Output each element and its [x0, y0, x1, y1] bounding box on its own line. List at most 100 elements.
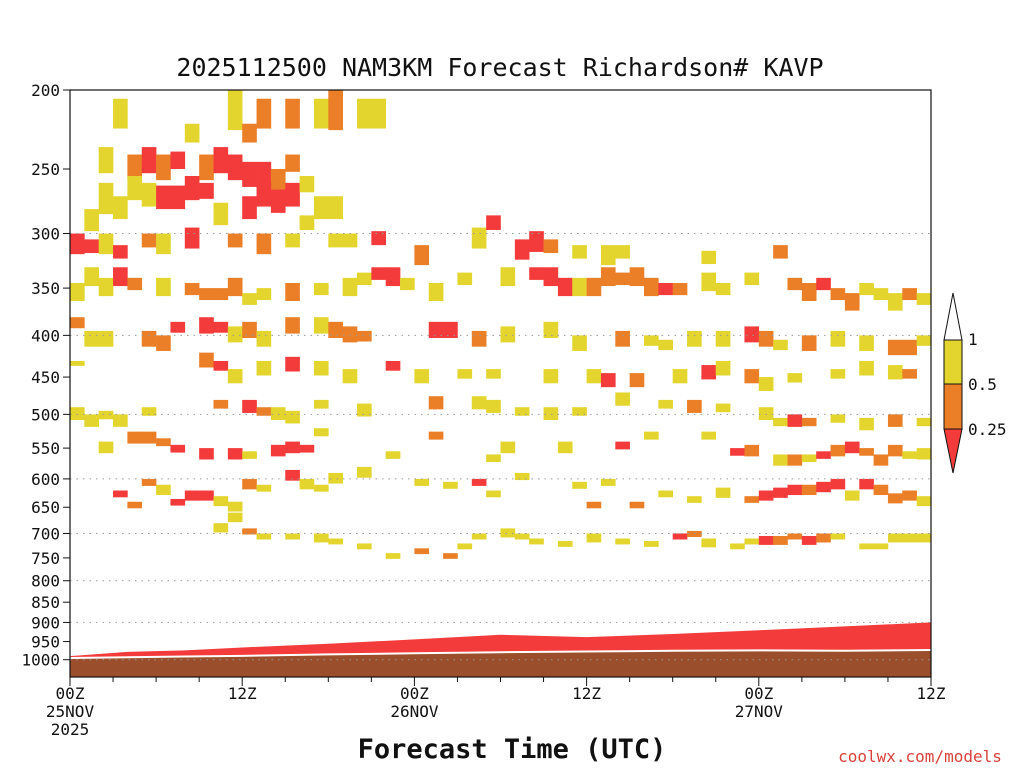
ri-cell	[342, 369, 358, 384]
ri-cell	[184, 283, 200, 296]
ri-cell	[543, 407, 559, 420]
ri-cell	[242, 528, 257, 535]
ri-cell	[758, 535, 774, 545]
ri-cell	[859, 543, 874, 550]
y-tick-label: 200	[31, 81, 60, 100]
ri-cell	[414, 369, 430, 384]
ri-cell	[471, 330, 487, 347]
ri-cell	[242, 196, 257, 220]
ri-cell	[801, 417, 817, 427]
ri-cell	[687, 330, 702, 347]
ri-cell	[758, 330, 774, 347]
ri-cell	[342, 233, 358, 248]
ri-cell	[270, 168, 286, 194]
ri-cell	[572, 481, 587, 489]
ri-cell	[141, 147, 157, 174]
ri-cell	[227, 233, 243, 248]
ri-cell	[328, 196, 343, 220]
ri-cell	[586, 369, 602, 384]
ri-cell	[84, 414, 99, 427]
credit-link[interactable]: coolwx.com/models	[838, 747, 1002, 766]
ri-cell	[285, 154, 300, 172]
ri-cell	[141, 407, 157, 416]
ri-cell	[170, 321, 186, 333]
ri-cell	[256, 360, 272, 376]
ri-cell	[615, 441, 630, 450]
y-tick-label: 300	[31, 225, 60, 244]
ri-cell	[199, 317, 214, 334]
ri-cell	[844, 441, 860, 454]
ri-cell	[830, 478, 846, 490]
ri-cell	[457, 272, 473, 286]
ri-cell	[744, 444, 760, 457]
ri-cell	[600, 267, 616, 287]
ri-cell	[801, 484, 817, 496]
y-tick-label: 900	[31, 613, 60, 632]
legend-label-0.5: 0.5	[968, 375, 997, 394]
ri-cell	[385, 360, 401, 371]
legend-bin-below-0.25	[943, 428, 963, 474]
ri-cell	[916, 448, 932, 460]
y-tick-label: 950	[31, 633, 60, 652]
ri-cell	[916, 496, 932, 507]
y-tick-label: 550	[31, 439, 60, 458]
ri-cell	[586, 277, 602, 297]
surface-line	[69, 649, 932, 659]
y-tick-label: 450	[31, 368, 60, 387]
ri-cell	[357, 272, 372, 286]
ri-cell	[730, 448, 745, 456]
ri-cell	[715, 403, 731, 413]
ri-cell	[227, 90, 243, 131]
ri-cell	[773, 454, 788, 466]
ri-cell	[342, 326, 358, 343]
y-tick-label: 800	[31, 572, 60, 591]
ri-cell	[141, 431, 157, 444]
ri-cell	[285, 410, 300, 424]
ri-cell	[500, 326, 516, 343]
ri-cell	[113, 490, 128, 498]
ri-cell	[830, 330, 846, 347]
ri-cell	[801, 335, 817, 351]
ri-cell	[902, 339, 917, 356]
ri-cell	[141, 233, 157, 248]
ri-cell	[701, 365, 717, 380]
x-tick-label: 26NOV	[390, 702, 439, 721]
ri-cell	[313, 484, 329, 492]
ri-cell	[70, 407, 85, 420]
ri-cell	[615, 245, 630, 259]
ri-cell	[701, 538, 717, 548]
ri-cell	[486, 399, 501, 413]
ri-cell	[98, 441, 114, 454]
ri-cell	[887, 339, 903, 356]
ri-cell	[170, 151, 186, 169]
x-axis-label: Forecast Time (UTC)	[358, 734, 667, 765]
ri-cell	[830, 369, 846, 379]
low-level-red-band	[70, 622, 931, 658]
legend-bin-0.25-0.5	[943, 383, 963, 430]
ri-cell	[357, 543, 372, 550]
legend-bin-0.5-1	[943, 339, 963, 385]
ri-cell	[98, 277, 114, 297]
ri-cell	[156, 335, 171, 351]
ri-cell	[299, 176, 315, 193]
ri-cell	[156, 154, 171, 181]
ri-cell	[715, 487, 731, 498]
ri-cell	[443, 481, 458, 489]
ri-cell	[242, 478, 257, 490]
ri-cell	[758, 377, 774, 391]
ri-cell	[199, 288, 214, 301]
ri-cell	[902, 288, 917, 301]
ri-cell	[313, 317, 329, 334]
ri-cell	[644, 431, 659, 440]
ri-cell	[644, 335, 659, 346]
ri-cell	[629, 501, 645, 509]
ri-cell	[557, 441, 573, 454]
ri-cell	[98, 182, 114, 215]
x-tick-label: 00Z	[744, 684, 773, 703]
ri-cell	[500, 528, 516, 538]
ri-cell	[830, 414, 846, 423]
ri-cell	[557, 540, 573, 547]
ri-cell	[672, 283, 688, 296]
ri-cell	[313, 98, 329, 129]
ri-cell	[457, 543, 473, 550]
